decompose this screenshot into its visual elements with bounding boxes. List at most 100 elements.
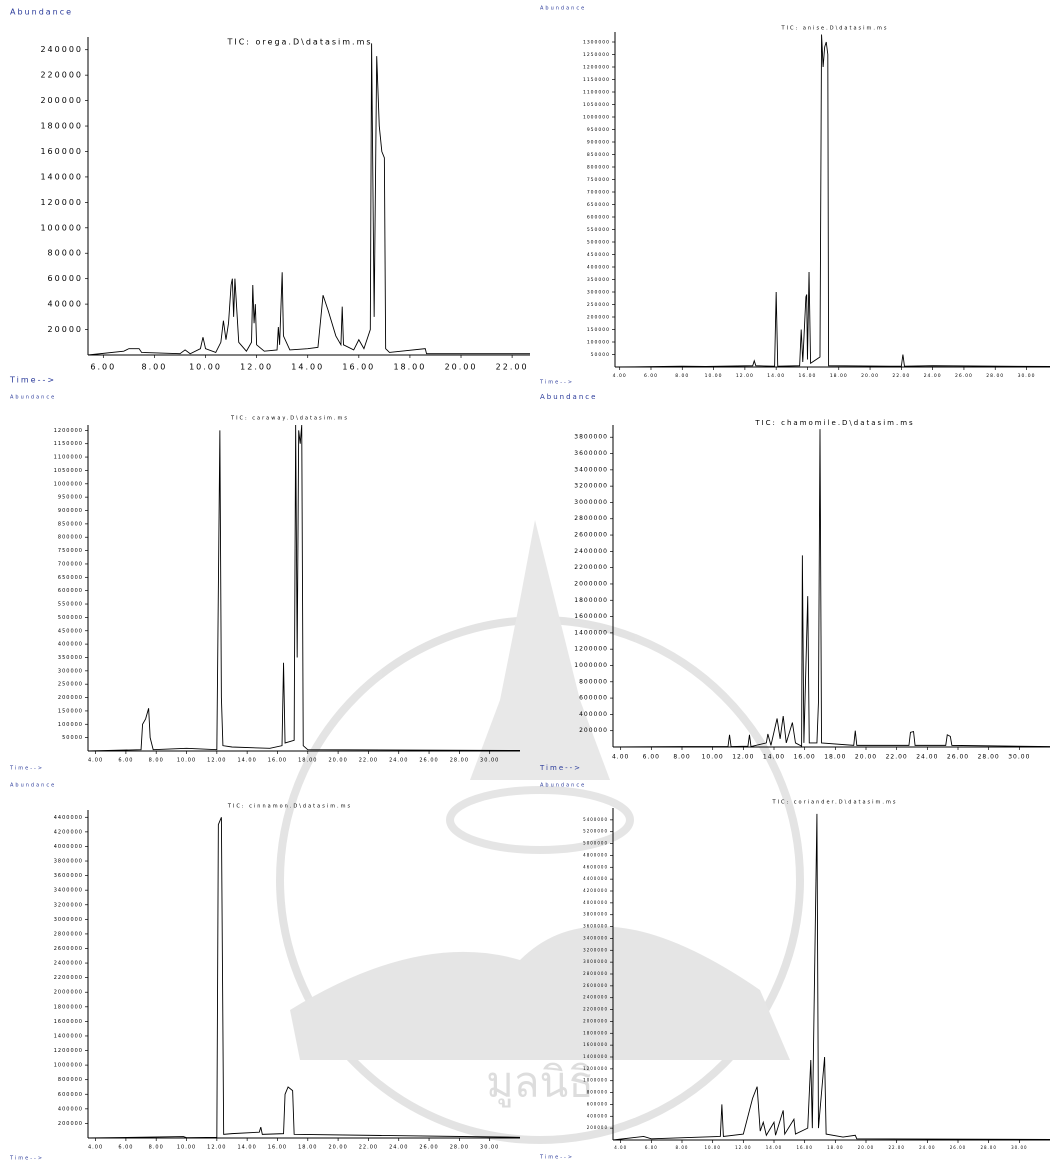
y-tick-label: 1000000 [54,481,83,487]
y-tick-label: 2200000 [54,975,83,981]
y-tick-label: 3800000 [54,859,83,865]
x-tick-label: 30.00 [1011,1145,1027,1150]
y-axis-label: Abundance [10,783,56,789]
x-tick-label: 20.00 [861,373,879,379]
y-tick-label: 240000 [40,45,83,54]
chromatogram-line [612,813,1051,1141]
x-tick-label: 18.00 [393,363,426,372]
y-tick-label: 20000 [48,325,83,334]
y-tick-label: 2000000 [574,580,608,587]
x-tick-label: 8.00 [142,363,168,372]
y-tick-label: 850000 [58,521,83,527]
y-tick-label: 800000 [587,1090,608,1095]
x-axis-label: Time--> [9,766,44,772]
x-tick-label: 20.00 [858,1145,874,1150]
y-tick-label: 600000 [579,695,608,702]
y-tick-label: 40000 [48,300,83,309]
y-tick-label: 400000 [58,1106,83,1112]
watermark-ring [276,616,804,1144]
y-tick-label: 1000000 [574,662,608,669]
y-tick-label: 750000 [58,548,83,554]
x-axis-label: Time--> [9,1156,44,1162]
x-tick-label: 26.00 [419,758,438,764]
y-tick-label: 700000 [58,561,83,567]
y-tick-label: 1600000 [583,1042,608,1047]
y-tick-label: 4800000 [583,852,608,857]
x-tick-label: 22.00 [496,363,529,372]
y-tick-label: 1800000 [54,1004,83,1010]
y-tick-label: 5400000 [583,817,608,822]
y-tick-label: 150000 [587,327,610,333]
y-tick-label: 1000000 [583,1078,608,1083]
x-tick-label: 6.00 [643,754,660,761]
y-tick-label: 150000 [58,708,83,714]
y-tick-label: 1100000 [54,455,83,461]
y-tick-label: 900000 [58,508,83,514]
x-tick-label: 12.00 [207,1145,226,1151]
x-tick-label: 4.00 [612,754,629,761]
y-tick-label: 4000000 [54,844,83,850]
y-tick-label: 5200000 [583,829,608,834]
chart-title: TIC: caraway.D\datasim.ms [230,416,349,422]
x-tick-label: 28.00 [978,754,1000,761]
x-axis-label: Time--> [539,764,582,772]
x-tick-label: 16.00 [268,758,287,764]
y-tick-label: 2600000 [583,983,608,988]
y-tick-label: 900000 [587,140,610,146]
y-tick-label: 50000 [62,735,83,741]
y-tick-label: 800000 [58,1077,83,1083]
x-tick-label: 16.00 [794,754,816,761]
y-tick-label: 300000 [587,290,610,296]
x-tick-label: 20.00 [445,363,478,372]
y-tick-label: 220000 [40,71,83,80]
y-tick-label: 1000000 [54,1063,83,1069]
x-tick-label: 26.00 [950,1145,966,1150]
y-tick-label: 800000 [58,535,83,541]
y-tick-label: 1200000 [583,1066,608,1071]
y-axis-label: Abundance [540,783,586,789]
x-tick-label: 12.00 [732,754,754,761]
watermark-text: มูลนิธิ [486,1058,594,1108]
x-tick-label: 14.00 [291,363,324,372]
y-tick-label: 3800000 [574,434,608,441]
x-tick-label: 22.00 [888,1145,904,1150]
chromatogram-line [87,817,521,1139]
x-axis-label: Time--> [9,376,56,385]
x-tick-label: 26.00 [955,373,973,379]
y-tick-label: 200000 [40,96,83,105]
y-tick-label: 4400000 [583,876,608,881]
x-tick-label: 14.00 [237,1145,256,1151]
y-tick-label: 2000000 [54,990,83,996]
x-tick-label: 4.00 [614,1145,627,1150]
y-tick-label: 350000 [58,655,83,661]
y-axis-label: Abundance [540,6,586,12]
x-tick-label: 6.00 [644,373,658,379]
y-tick-label: 1200000 [583,65,610,71]
x-tick-label: 26.00 [947,754,969,761]
y-tick-label: 3400000 [574,466,608,473]
y-tick-label: 60000 [48,274,83,283]
chromatogram: TIC: orega.D\datasim.ms Abundance Time--> 2… [9,8,530,385]
chromatogram-line [614,34,1051,368]
y-tick-label: 450000 [587,252,610,258]
y-tick-label: 650000 [587,202,610,208]
y-tick-label: 950000 [587,127,610,133]
x-tick-label: 22.00 [892,373,910,379]
x-tick-label: 22.00 [359,1145,378,1151]
y-tick-label: 3200000 [54,902,83,908]
y-tick-label: 1800000 [583,1030,608,1035]
y-tick-label: 800000 [587,165,610,171]
y-tick-label: 300000 [58,668,83,674]
chromatogram: TIC: coriander.D\datasim.ms Abundance Time… [539,783,1051,1161]
y-tick-label: 1200000 [54,428,83,434]
y-tick-label: 2800000 [54,931,83,937]
y-tick-label: 3600000 [574,450,608,457]
y-tick-label: 750000 [587,177,610,183]
x-tick-label: 24.00 [389,1145,408,1151]
y-tick-label: 1150000 [54,441,83,447]
y-tick-label: 3200000 [583,947,608,952]
y-tick-label: 200000 [587,1125,608,1130]
watermark: มูลนิธิ [276,520,804,1144]
x-tick-label: 4.00 [88,1145,103,1151]
